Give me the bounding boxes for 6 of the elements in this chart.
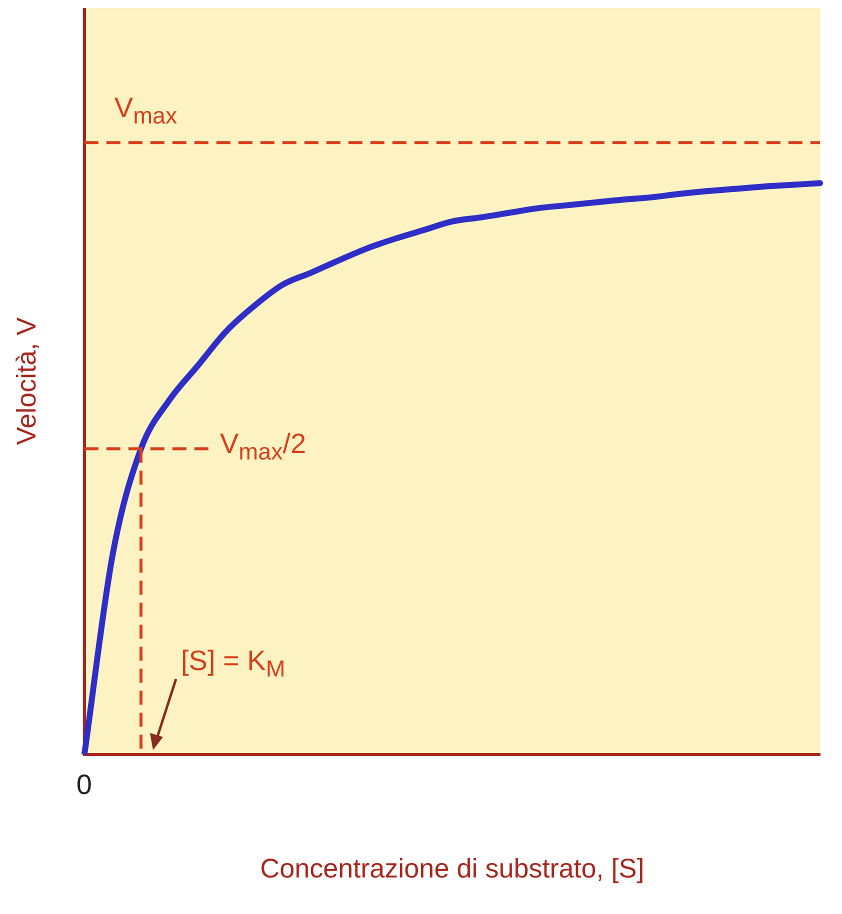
text: 0 bbox=[76, 768, 92, 802]
annotation: [S] = K$_{M}$ bbox=[180, 644, 286, 684]
ref-line-label: V$_{max}$ bbox=[114, 90, 178, 130]
x-axis-title: Concentrazione di substrato, [S] bbox=[260, 853, 644, 884]
y-axis-title: Velocità, V bbox=[12, 317, 42, 445]
ref-line-label: V$_{max}$/2 bbox=[220, 426, 306, 466]
